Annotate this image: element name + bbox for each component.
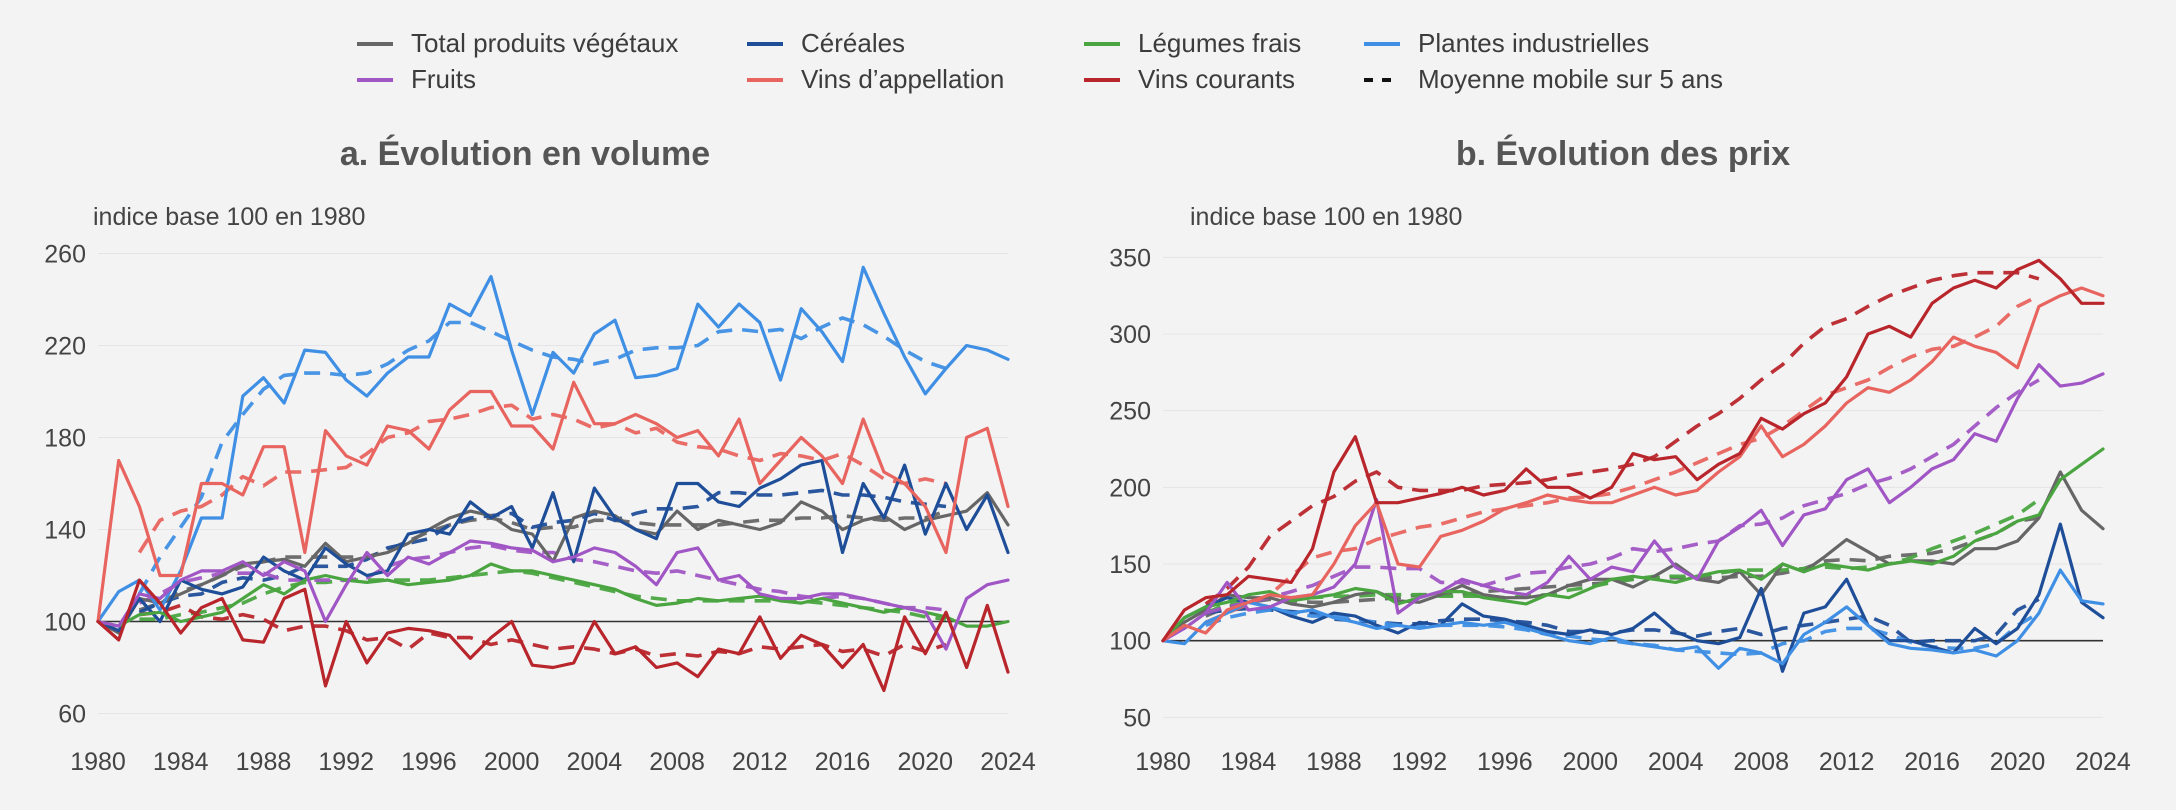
legend-label: Fruits — [411, 64, 476, 94]
x-tick-label: 2016 — [815, 748, 871, 776]
legend-label: Vins courants — [1138, 64, 1296, 94]
series-ma-plantes-industrielles — [137, 316, 947, 595]
series-line-fruits — [1161, 363, 2105, 643]
y-tick-label: 250 — [1109, 398, 1151, 426]
series-line-fruits — [96, 539, 1010, 651]
x-tick-label: 2008 — [649, 748, 705, 776]
legend-swatch — [1082, 34, 1122, 54]
x-tick-label: 2024 — [2075, 748, 2131, 776]
legend-item-legumes-frais: Légumes frais — [1082, 28, 1301, 59]
legend-swatch — [355, 70, 395, 90]
x-tick-label: 1980 — [1135, 748, 1191, 776]
x-tick-label: 2020 — [1990, 748, 2046, 776]
y-tick-label: 100 — [44, 609, 86, 637]
legend-swatch — [745, 34, 785, 54]
x-tick-label: 1992 — [318, 748, 374, 776]
legend-item-plantes-industrielles: Plantes industrielles — [1362, 28, 1649, 59]
y-tick-label: 200 — [1109, 474, 1151, 502]
legend-swatch — [355, 34, 395, 54]
legend-label: Céréales — [801, 28, 906, 58]
y-tick-label: 350 — [1109, 244, 1151, 272]
legend-label: Moyenne mobile sur 5 ans — [1418, 64, 1723, 94]
series-line-cereales — [96, 458, 1010, 633]
y-tick-label: 220 — [44, 333, 86, 361]
volume-chart: a. Évolution en volume indice base 100 e… — [44, 135, 1036, 776]
x-tick-label: 2000 — [1562, 748, 1618, 776]
y-tick-label: 150 — [1109, 551, 1151, 579]
legend-item-cereales: Céréales — [745, 28, 905, 59]
y-tick-label: 300 — [1109, 321, 1151, 349]
series-ma-fruits — [1205, 378, 2040, 615]
legend-swatch — [745, 70, 785, 90]
series-line-vins-courants — [1161, 258, 2105, 643]
x-tick-label: 1988 — [1306, 748, 1362, 776]
unit-label: indice base 100 en 1980 — [93, 203, 365, 231]
prices-chart: b. Évolution des prix indice base 100 en… — [1109, 135, 2131, 776]
chart-title: a. Évolution en volume — [340, 135, 710, 173]
y-tick-label: 260 — [44, 241, 86, 269]
legend-label: Total produits végétaux — [411, 28, 679, 58]
y-tick-label: 140 — [44, 517, 86, 545]
legend-label: Plantes industrielles — [1418, 28, 1650, 58]
unit-label: indice base 100 en 1980 — [1190, 203, 1462, 231]
series-line-vins-d-appellation — [96, 380, 1010, 624]
y-tick-label: 60 — [58, 701, 86, 729]
y-tick-label: 100 — [1109, 628, 1151, 656]
series-line-plantes-industrielles — [96, 265, 1010, 624]
series-ma-legumes-frais — [1204, 498, 2040, 615]
x-tick-label: 1984 — [153, 748, 209, 776]
legend-label: Légumes frais — [1138, 28, 1302, 58]
series-ma-vins-d-appellation — [1204, 294, 2040, 624]
legend-swatch — [1362, 70, 1402, 90]
legend-item-fruits: Fruits — [355, 64, 476, 95]
x-tick-label: 1996 — [1477, 748, 1533, 776]
y-tick-label: 50 — [1123, 704, 1151, 732]
x-tick-label: 1988 — [236, 748, 292, 776]
series-line-legumes-frais — [1161, 447, 2105, 643]
x-tick-label: 2000 — [484, 748, 540, 776]
x-tick-label: 2020 — [897, 748, 953, 776]
x-tick-label: 2008 — [1733, 748, 1789, 776]
x-tick-label: 2016 — [1904, 748, 1960, 776]
series-ma-cereales — [1205, 597, 2040, 644]
series-line-total-produits-vegetaux — [1161, 470, 2105, 643]
legend-label: Vins d’appellation — [801, 64, 1005, 94]
series-line-vins-d-appellation — [1161, 286, 2105, 643]
chart-title: b. Évolution des prix — [1456, 135, 1790, 173]
x-tick-label: 1992 — [1392, 748, 1448, 776]
x-tick-label: 2012 — [1819, 748, 1875, 776]
legend-swatch — [1082, 70, 1122, 90]
x-tick-label: 2012 — [732, 748, 788, 776]
chart-panel-volume: a. Évolution en volume indice base 100 e… — [20, 120, 1060, 810]
series-ma-vins-courants — [139, 603, 947, 658]
x-tick-label: 2004 — [1648, 748, 1704, 776]
x-tick-label: 1980 — [70, 748, 126, 776]
legend-item-total-produits-vegetaux: Total produits végétaux — [355, 28, 678, 59]
series-line-plantes-industrielles — [1161, 568, 2105, 670]
chart-panel-prices: b. Évolution des prix indice base 100 en… — [1088, 120, 2176, 810]
legend-item-vins-d-appellation: Vins d’appellation — [745, 64, 1004, 95]
legend-item-moyenne-mobile-sur-5-ans: Moyenne mobile sur 5 ans — [1362, 64, 1723, 95]
series-ma-vins-d-appellation — [137, 403, 947, 554]
x-tick-label: 1984 — [1221, 748, 1277, 776]
legend-item-vins-courants: Vins courants — [1082, 64, 1295, 95]
x-tick-label: 2004 — [567, 748, 623, 776]
x-tick-label: 1996 — [401, 748, 457, 776]
series-line-legumes-frais — [96, 562, 1010, 628]
chart-legend: Total produits végétaux Céréales Légumes f… — [355, 28, 1835, 104]
series-ma-vins-courants — [1204, 270, 2040, 606]
x-tick-label: 2024 — [980, 748, 1036, 776]
legend-swatch — [1362, 34, 1402, 54]
series-line-vins-courants — [96, 578, 1010, 693]
y-tick-label: 180 — [44, 425, 86, 453]
